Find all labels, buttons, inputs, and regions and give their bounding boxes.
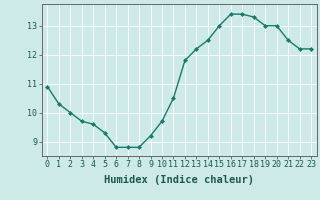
X-axis label: Humidex (Indice chaleur): Humidex (Indice chaleur) (104, 175, 254, 185)
